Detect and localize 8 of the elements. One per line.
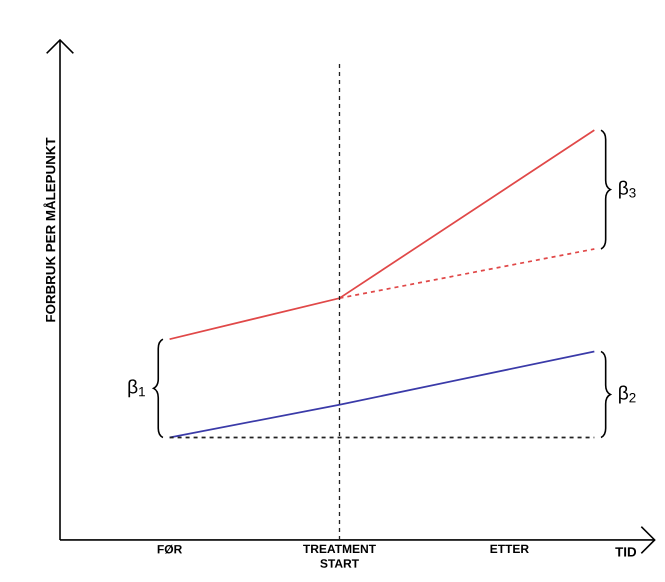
x-tick-label: FØR [158,544,182,554]
y-axis-title: FORBRUK PER MÅLEPUNKT [43,138,56,322]
x-tick-label: TREATMENT START [303,544,376,568]
x-tick-label: ETTER [490,544,529,553]
x-axis-title: TID [615,547,636,557]
annotation: β$_{3}$ [619,180,636,199]
annotation: β$_{1}$ [128,379,145,398]
annotation: β$_{2}$ [619,386,636,404]
